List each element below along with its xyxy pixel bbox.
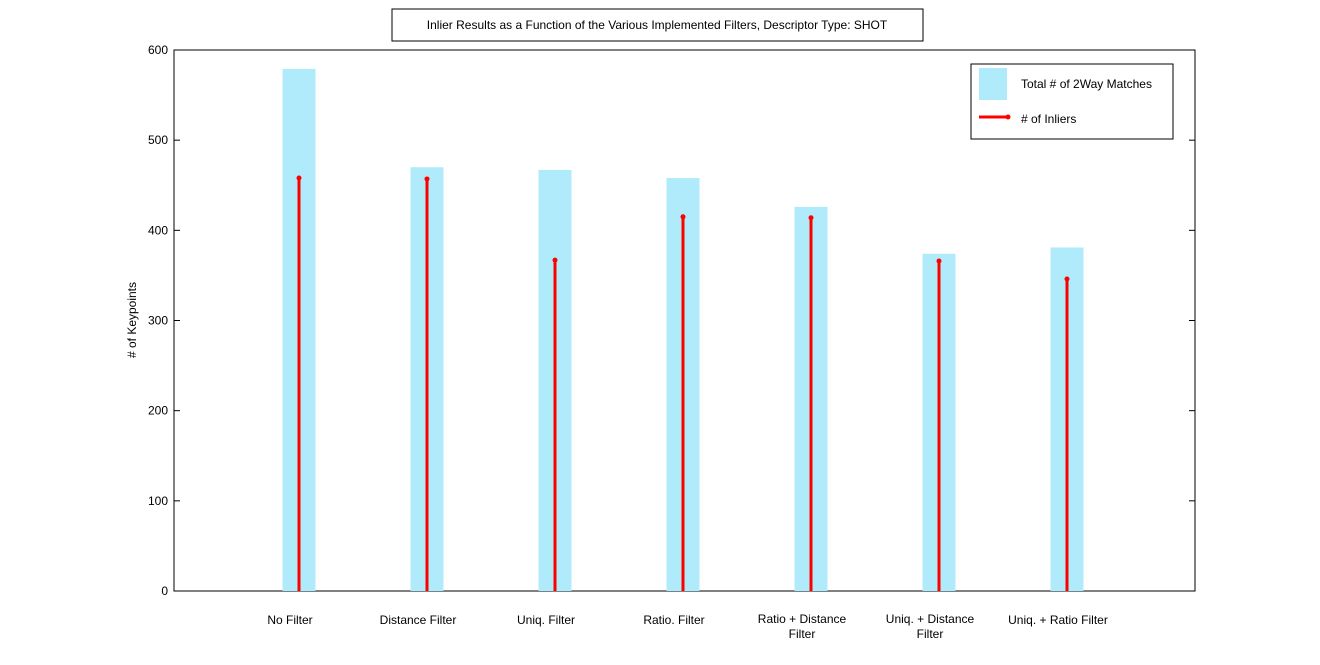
x-tick-label: No Filter	[267, 613, 312, 627]
stem-marker-inliers	[424, 176, 430, 182]
stem-marker-inliers	[808, 215, 814, 221]
y-tick-label: 600	[148, 43, 168, 57]
x-tick-label-line: Filter	[917, 627, 944, 641]
y-axis-ticks: 0 100 200 300 400 500 600	[148, 43, 1195, 598]
legend-swatch-total-matches	[979, 68, 1007, 100]
x-tick-label: Distance Filter	[380, 613, 457, 627]
y-tick-label: 500	[148, 133, 168, 147]
stem-series	[296, 175, 1070, 591]
stem-marker-inliers	[680, 214, 686, 220]
x-tick-label-line: Filter	[789, 627, 816, 641]
x-tick-label-line: Ratio. Filter	[643, 613, 704, 627]
stem-marker-inliers	[552, 257, 558, 263]
chart-title-box	[391, 8, 924, 42]
y-tick-label: 200	[148, 404, 168, 418]
stem-marker-inliers	[936, 258, 942, 264]
x-tick-label-line: No Filter	[267, 613, 312, 627]
x-tick-label: Uniq. + Ratio Filter	[1008, 613, 1108, 627]
legend: Total # of 2Way Matches # of Inliers	[970, 63, 1174, 140]
y-tick-label: 300	[148, 314, 168, 328]
x-axis-tick-labels: No Filter Distance Filter Uniq. Filter Rati…	[267, 612, 1108, 641]
x-tick-label-line: Uniq. + Ratio Filter	[1008, 613, 1108, 627]
y-axis-label: # of Keypoints	[125, 282, 139, 358]
legend-marker-inliers	[1005, 114, 1011, 120]
y-tick-label: 100	[148, 494, 168, 508]
y-tick-label: 0	[161, 584, 168, 598]
legend-label-total-matches: Total # of 2Way Matches	[1021, 77, 1152, 91]
chart-title: Inlier Results as a Function of the Vari…	[427, 18, 888, 32]
stem-marker-inliers	[296, 175, 302, 181]
x-tick-label-line: Ratio + Distance	[758, 612, 847, 626]
x-tick-label: Uniq. Filter	[517, 613, 575, 627]
x-tick-label-line: Uniq. + Distance	[886, 612, 975, 626]
x-tick-label: Ratio. Filter	[643, 613, 704, 627]
x-tick-label: Ratio + Distance Filter	[758, 612, 847, 641]
stem-marker-inliers	[1064, 276, 1070, 282]
x-tick-label: Uniq. + Distance Filter	[886, 612, 975, 641]
x-tick-label-line: Uniq. Filter	[517, 613, 575, 627]
legend-label-inliers: # of Inliers	[1021, 112, 1076, 126]
y-tick-label: 400	[148, 223, 168, 237]
x-tick-label-line: Distance Filter	[380, 613, 457, 627]
